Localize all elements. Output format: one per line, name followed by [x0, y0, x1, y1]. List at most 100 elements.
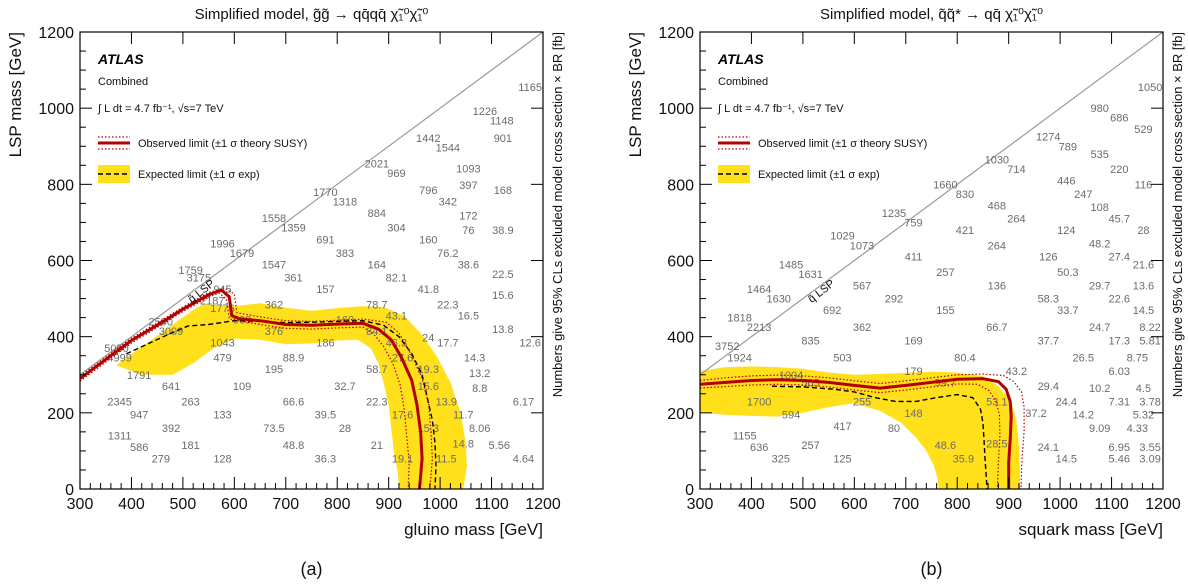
cell-label: 901 [494, 133, 512, 145]
legend-observed-label: Observed limit (±1 σ theory SUSY) [758, 138, 927, 150]
cell-label: 1235 [882, 208, 906, 220]
y-tick-label: 1200 [658, 25, 694, 42]
cell-label: 3.78 [1139, 396, 1160, 408]
legend-expected-label: Expected limit (±1 σ exp) [758, 169, 880, 181]
cell-label: 292 [885, 294, 903, 306]
cell-label: 1924 [727, 353, 751, 365]
cell-label: 15.6 [492, 290, 513, 302]
cell-label: 164 [368, 259, 386, 271]
cell-label: 17.3 [1109, 335, 1130, 347]
atlas-label: ATLAS [717, 51, 764, 67]
cell-label: 1359 [281, 222, 305, 234]
cell-label: 3.55 [1139, 442, 1160, 454]
cell-label: 503 [833, 353, 851, 365]
cell-label: 37.2 [1025, 408, 1046, 420]
cell-label: 1274 [1036, 132, 1060, 144]
y-tick-label: 1200 [38, 25, 74, 42]
cell-label: 255 [853, 396, 871, 408]
cell-label: 220 [1110, 164, 1128, 176]
cell-label: 19.3 [418, 364, 439, 376]
cell-label: 11.5 [436, 454, 457, 466]
cell-label: 1791 [127, 370, 151, 382]
y-tick-label: 1000 [38, 101, 74, 118]
cell-label: 39.5 [315, 410, 336, 422]
cell-label: 980 [1091, 103, 1109, 115]
cell-label: 1558 [262, 213, 286, 225]
cell-label: 692 [823, 305, 841, 317]
x-tick-label: 1100 [1094, 496, 1129, 513]
y-ticks: 0 200 400 600 800 1000 1200 [658, 25, 1163, 499]
y-tick-label: 600 [47, 254, 74, 271]
cell-label: 947 [130, 410, 148, 422]
cell-label: 58.3 [1038, 294, 1059, 306]
expected-limit-band [116, 303, 467, 489]
cell-label: 5.46 [1109, 454, 1130, 466]
cell-label: 4.33 [1127, 423, 1148, 435]
cell-label: 24 [422, 332, 434, 344]
cell-label: 1485 [779, 259, 803, 271]
legend-expected-label: Expected limit (±1 σ exp) [138, 169, 260, 181]
diagonal-label: q̃ LSP [806, 278, 837, 306]
cell-label: 28 [339, 423, 351, 435]
cell-label: 172 [459, 211, 477, 223]
cell-label: 12.6 [519, 337, 540, 349]
cell-label: 24.1 [1038, 442, 1059, 454]
cell-label: 43.2 [1006, 366, 1027, 378]
cell-label: 14.8 [453, 438, 474, 450]
cell-label: 1155 [733, 431, 757, 443]
y-tick-label: 400 [667, 330, 694, 347]
cell-label: 19.1 [392, 454, 413, 466]
cell-label: 8.06 [469, 423, 490, 435]
cell-label: 304 [387, 222, 405, 234]
cell-label: 1818 [727, 313, 751, 325]
cell-label: 1029 [830, 231, 854, 243]
cell-label: 263 [181, 396, 199, 408]
cell-label: 529 [1134, 124, 1152, 136]
cell-label: 4999 [107, 353, 131, 365]
cell-label: 16.5 [458, 311, 479, 323]
cell-label: 21 [371, 440, 383, 452]
cell-label: 884 [368, 208, 386, 220]
cell-label: 24.7 [1089, 322, 1110, 334]
cell-label: 80 [888, 423, 900, 435]
x-tick-label: 700 [892, 496, 919, 513]
cell-label: 48.6 [935, 440, 956, 452]
analysis-label: Combined [718, 76, 768, 88]
cell-label: 6.17 [513, 396, 534, 408]
cell-label: 247 [1074, 189, 1092, 201]
y-axis-title: LSP mass [GeV] [626, 32, 645, 157]
cell-label: 411 [905, 252, 923, 264]
lumi-label: ∫ L dt = 4.7 fb⁻¹, √s=7 TeV [97, 103, 224, 115]
cell-label: 48.8 [283, 440, 304, 452]
cell-label: 714 [1007, 164, 1025, 176]
cell-label: 1630 [766, 294, 790, 306]
cell-label: 9.09 [1089, 423, 1110, 435]
cell-label: 155 [936, 305, 954, 317]
cell-label: 535 [1091, 149, 1109, 161]
cell-label: 11.7 [453, 410, 474, 422]
cell-label: 2213 [747, 322, 771, 334]
cell-label: 33.7 [1057, 305, 1078, 317]
x-ticks: 300 400 500 600 700 800 900 1000 1100 1200 [687, 32, 1181, 513]
cell-label: 835 [801, 335, 819, 347]
cell-label: 586 [130, 442, 148, 454]
cell-label: 84.1 [366, 326, 387, 338]
cell-label: 109 [233, 381, 251, 393]
cell-label: 1759 [178, 265, 202, 277]
cell-label: 13.2 [469, 368, 490, 380]
cell-label: 28 [1137, 225, 1149, 237]
cell-label: 29.4 [1038, 381, 1059, 393]
cell-label: 32.7 [334, 381, 355, 393]
cell-label: 567 [853, 280, 871, 292]
cell-label: 362 [265, 299, 283, 311]
cell-label: 22.3 [366, 396, 387, 408]
cell-label: 969 [387, 168, 405, 180]
cell-label: 36.3 [315, 454, 336, 466]
cell-label: 4.5 [1136, 383, 1151, 395]
cell-label: 41.8 [418, 284, 439, 296]
y-tick-label: 200 [667, 406, 694, 423]
y-tick-label: 400 [47, 330, 74, 347]
